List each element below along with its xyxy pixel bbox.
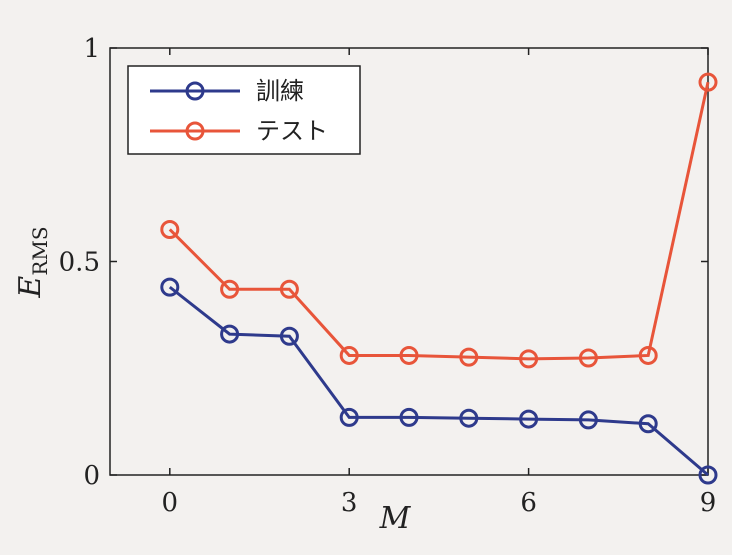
y-tick-label: 1: [83, 34, 100, 64]
data-point: [698, 465, 718, 485]
y-axis-ticks: 00.51: [59, 34, 708, 491]
legend-label: 訓練: [256, 77, 304, 105]
y-axis-label-sub: RMS: [28, 226, 52, 275]
data-point: [220, 279, 240, 299]
legend-marker: [185, 81, 205, 101]
data-point: [638, 414, 658, 434]
x-axis-ticks: 0 3 6 9: [162, 48, 717, 518]
data-point: [279, 326, 299, 346]
data-point: [578, 348, 598, 368]
data-point: [220, 324, 240, 344]
data-point: [638, 345, 658, 365]
svg-text:ERMS: ERMS: [13, 226, 52, 298]
series-line: [168, 285, 709, 477]
series-2: [160, 72, 718, 369]
series-1: [160, 277, 718, 485]
data-point: [698, 72, 718, 92]
data-point: [399, 407, 419, 427]
data-point: [160, 219, 180, 239]
y-axis-label: ERMS: [13, 226, 52, 298]
legend-item: 訓練: [150, 77, 304, 105]
y-tick-label: 0: [83, 461, 100, 491]
data-point: [578, 410, 598, 430]
legend-box: [127, 65, 361, 155]
series-layer: [160, 72, 718, 485]
data-point: [279, 279, 299, 299]
data-point: [160, 277, 180, 297]
data-point: [459, 408, 479, 428]
data-point: [459, 347, 479, 367]
x-tick-label: 9: [700, 488, 717, 518]
x-tick-label: 0: [162, 488, 179, 518]
data-point: [519, 349, 539, 369]
x-tick-label: 3: [341, 488, 358, 518]
data-point: [399, 345, 419, 365]
legend-marker: [185, 121, 205, 141]
x-axis-label: M: [379, 501, 412, 536]
y-tick-label: 0.5: [59, 248, 100, 278]
data-point: [339, 345, 359, 365]
y-axis-label-main: E: [13, 276, 48, 299]
x-tick-label: 6: [520, 488, 537, 518]
data-point: [519, 409, 539, 429]
legend-item: テスト: [150, 117, 328, 145]
data-point: [339, 407, 359, 427]
legend-label: テスト: [256, 117, 328, 145]
series-line: [168, 81, 710, 361]
